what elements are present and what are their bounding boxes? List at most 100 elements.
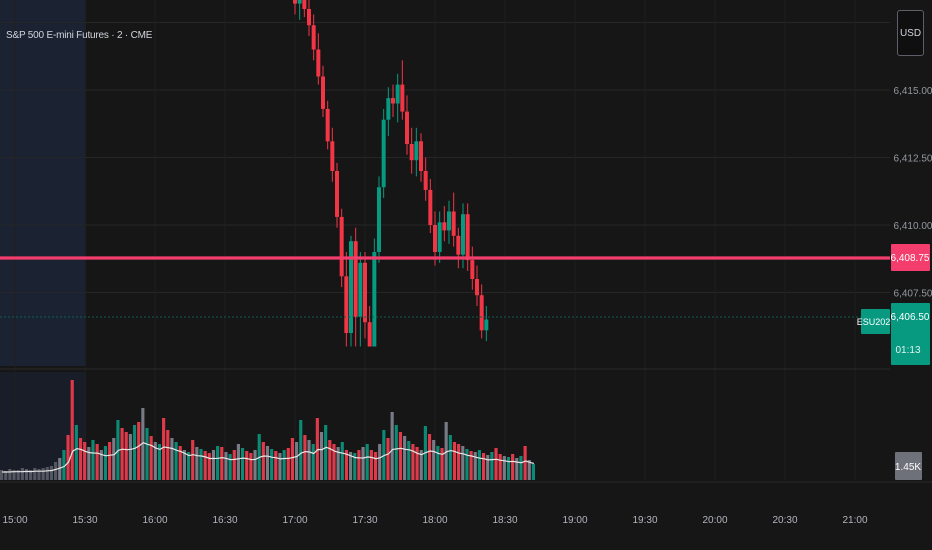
volume-bar <box>286 448 290 480</box>
volume-bar <box>216 446 220 480</box>
volume-bar <box>415 447 419 480</box>
volume-bar <box>270 449 274 480</box>
volume-bar <box>203 451 207 480</box>
volume-bar <box>274 451 278 480</box>
volume-bar <box>58 458 62 480</box>
volume-bar <box>137 422 141 480</box>
last-price-label: 6,406.50 <box>891 312 930 323</box>
volume-bar <box>261 442 265 480</box>
time-axis[interactable]: 15:00 15:30 16:00 16:30 17:00 17:30 18:00 18:30… <box>2 515 867 526</box>
volume-bar <box>386 438 390 480</box>
volume-bar <box>162 418 166 480</box>
volume-bar <box>523 446 527 480</box>
time-tick-label: 16:30 <box>212 515 237 526</box>
candle <box>311 14 316 61</box>
time-tick-label: 18:00 <box>422 515 447 526</box>
volume-bar <box>344 450 349 480</box>
volume-bar <box>12 470 16 480</box>
volume-bar <box>515 458 519 480</box>
volume-bar <box>444 422 448 480</box>
volume-bar <box>473 452 477 480</box>
candle <box>377 176 381 263</box>
candle <box>465 203 470 271</box>
volume-bar <box>45 467 49 480</box>
volume-bar <box>299 420 303 480</box>
volume-bar <box>20 468 24 480</box>
volume-bar <box>33 468 37 480</box>
volume-bar <box>195 447 199 480</box>
volume-bar <box>278 453 282 480</box>
volume-bar <box>128 434 132 480</box>
volume-bar <box>245 451 249 480</box>
volume-bar <box>16 470 20 480</box>
volume-bar <box>253 450 257 480</box>
volume-bar <box>62 450 66 480</box>
volume-bar <box>24 469 29 480</box>
volume-ma-line <box>2 442 535 473</box>
candle <box>316 33 321 85</box>
volume-bar <box>95 444 99 480</box>
symbol-label: ESU2025 <box>857 317 896 327</box>
time-tick-label: 21:00 <box>842 515 867 526</box>
volume-bar <box>373 452 378 480</box>
time-tick-label: 18:30 <box>492 515 517 526</box>
candle <box>307 0 311 36</box>
candle <box>484 306 489 342</box>
volume-bar <box>29 470 33 480</box>
volume-bar <box>99 450 103 480</box>
volume-bar <box>349 452 353 480</box>
volume-bar <box>240 448 245 480</box>
candle <box>372 238 377 347</box>
volume-bar <box>477 450 481 480</box>
volume-bar <box>481 453 486 480</box>
currency-button[interactable]: USD <box>897 10 924 56</box>
volume-bar <box>153 442 157 480</box>
candle <box>479 284 484 339</box>
volume-bar <box>78 438 83 480</box>
volume-bar <box>315 418 319 480</box>
candle <box>358 252 363 347</box>
candle <box>437 211 442 263</box>
volume-bar <box>419 450 423 480</box>
candle <box>423 157 428 201</box>
volume-bar <box>199 449 203 480</box>
candle <box>395 73 400 123</box>
volume-bar <box>166 430 170 480</box>
time-tick-label: 20:30 <box>772 515 797 526</box>
volume-bar <box>511 454 515 480</box>
time-tick-label: 16:00 <box>142 515 167 526</box>
volume-bar <box>457 444 461 480</box>
time-tick-label: 19:00 <box>562 515 587 526</box>
time-tick-label: 17:30 <box>352 515 377 526</box>
alert-price-label: 6,408.75 <box>891 253 930 264</box>
volume-bar <box>498 454 502 480</box>
last-price-badge <box>891 303 930 365</box>
price-axis[interactable]: 6,415.00 6,412.50 6,410.00 6,407.50 <box>894 86 932 300</box>
volume-bar <box>145 428 149 480</box>
volume-bar <box>340 442 344 480</box>
candle <box>391 84 395 117</box>
volume-bar <box>365 444 369 480</box>
volume-bar <box>236 444 240 480</box>
volume-bar <box>307 440 311 480</box>
volume-bar <box>332 444 336 480</box>
volume-bar <box>461 446 465 480</box>
volume-bar <box>178 446 182 480</box>
alert-price-badge <box>891 244 930 271</box>
candle <box>405 95 409 155</box>
volume-bar <box>361 447 365 480</box>
volume-bar <box>66 435 70 480</box>
candle <box>400 60 405 120</box>
volume-bar <box>112 438 116 480</box>
volume-bar <box>87 447 91 480</box>
volume-value-label: 1.45K <box>895 462 921 473</box>
candle <box>442 206 447 242</box>
volume-bar <box>469 451 473 480</box>
candle <box>297 0 302 20</box>
volume-bar <box>369 450 373 480</box>
volume-bar <box>519 456 523 480</box>
volume-bar <box>91 440 95 480</box>
volume-bar <box>41 468 45 480</box>
volume-bar <box>103 446 108 480</box>
